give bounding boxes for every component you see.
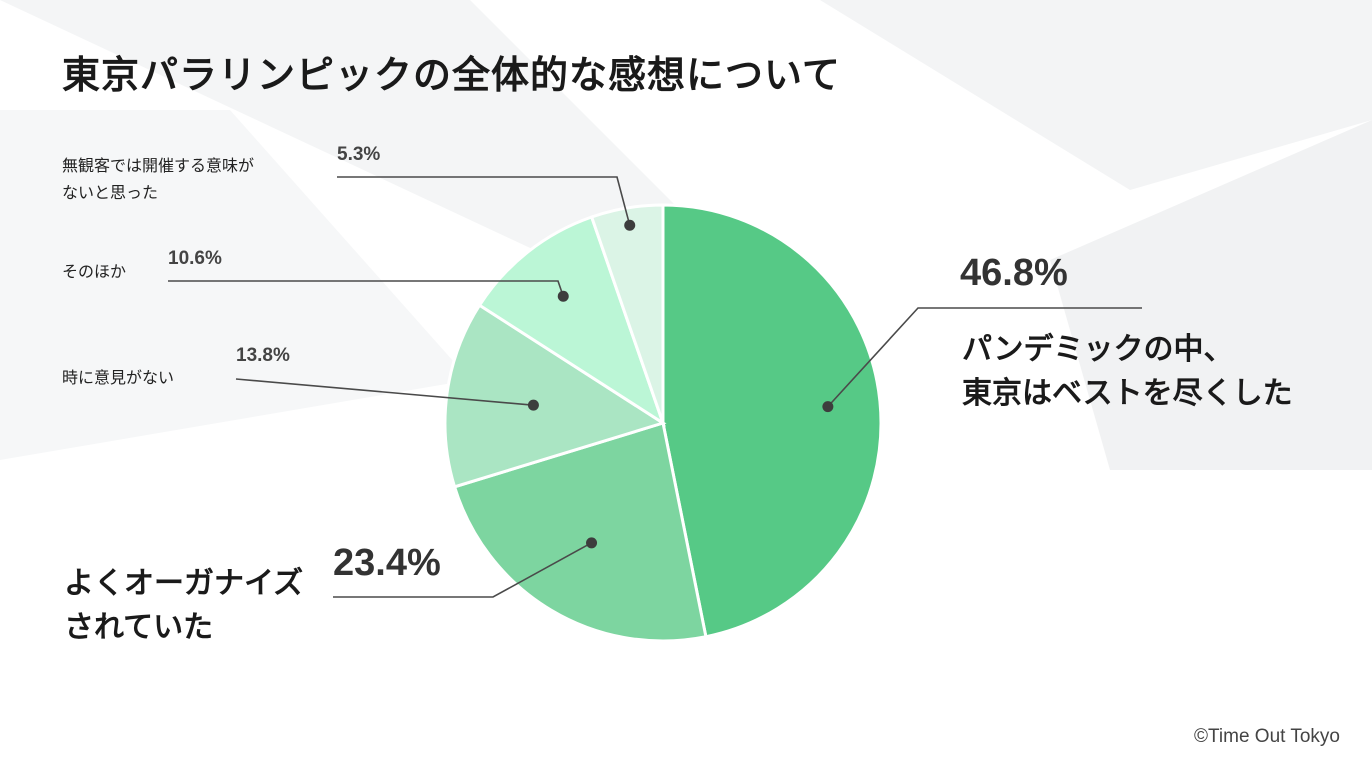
pie-slice-0 (661, 203, 883, 639)
slice-0-percent: 46.8% (960, 252, 1068, 294)
slice-4-percent: 5.3% (337, 144, 381, 165)
pie-slice-2 (443, 303, 667, 489)
copyright: ©Time Out Tokyo (1194, 726, 1340, 747)
slice-2-label: 時に意見がない (62, 364, 174, 391)
leader-dot-1 (586, 537, 598, 549)
slice-3-label-line-1: そのほか (62, 262, 127, 281)
pie-slices (443, 203, 883, 643)
chart-title: 東京パラリンピックの全体的な感想について (62, 53, 841, 97)
slice-0-label-line-1: パンデミックの中、 (962, 332, 1234, 367)
slice-1-percent: 23.4% (333, 542, 441, 584)
slice-3-label: そのほか (62, 258, 126, 285)
slice-4-label-line-2: ないと思った (62, 183, 159, 202)
slice-1-label-line-1: よくオーガナイズ (64, 566, 304, 601)
pie-slice-3 (477, 215, 666, 427)
slice-1-label-line-2: されていた (64, 610, 214, 645)
slice-3-percent: 10.6% (168, 248, 222, 269)
slice-0-label-line-2: 東京はベストを尽くした (962, 376, 1293, 411)
pie-slice-4 (589, 203, 665, 424)
leader-line-1 (333, 542, 592, 598)
slice-4-label: 無観客では開催する意味が ないと思った (62, 152, 254, 206)
leader-line-2 (235, 378, 534, 406)
leader-dot-0 (822, 401, 834, 413)
slice-2-percent: 13.8% (236, 345, 290, 366)
leader-line-0 (827, 307, 1142, 408)
slice-4-label-line-1: 無観客では開催する意味が (62, 156, 255, 175)
slice-1-label: よくオーガナイズ されていた (64, 562, 303, 650)
leader-line-4 (337, 176, 631, 226)
leader-dot-2 (527, 399, 539, 411)
slice-2-label-line-1: 時に意見がない (62, 368, 175, 387)
leader-dot-4 (624, 219, 636, 231)
leader-lines (168, 176, 1142, 598)
pie-slice-1 (452, 421, 708, 643)
leader-dot-3 (557, 290, 569, 302)
slice-0-label: パンデミックの中、 東京はベストを尽くした (962, 328, 1293, 416)
